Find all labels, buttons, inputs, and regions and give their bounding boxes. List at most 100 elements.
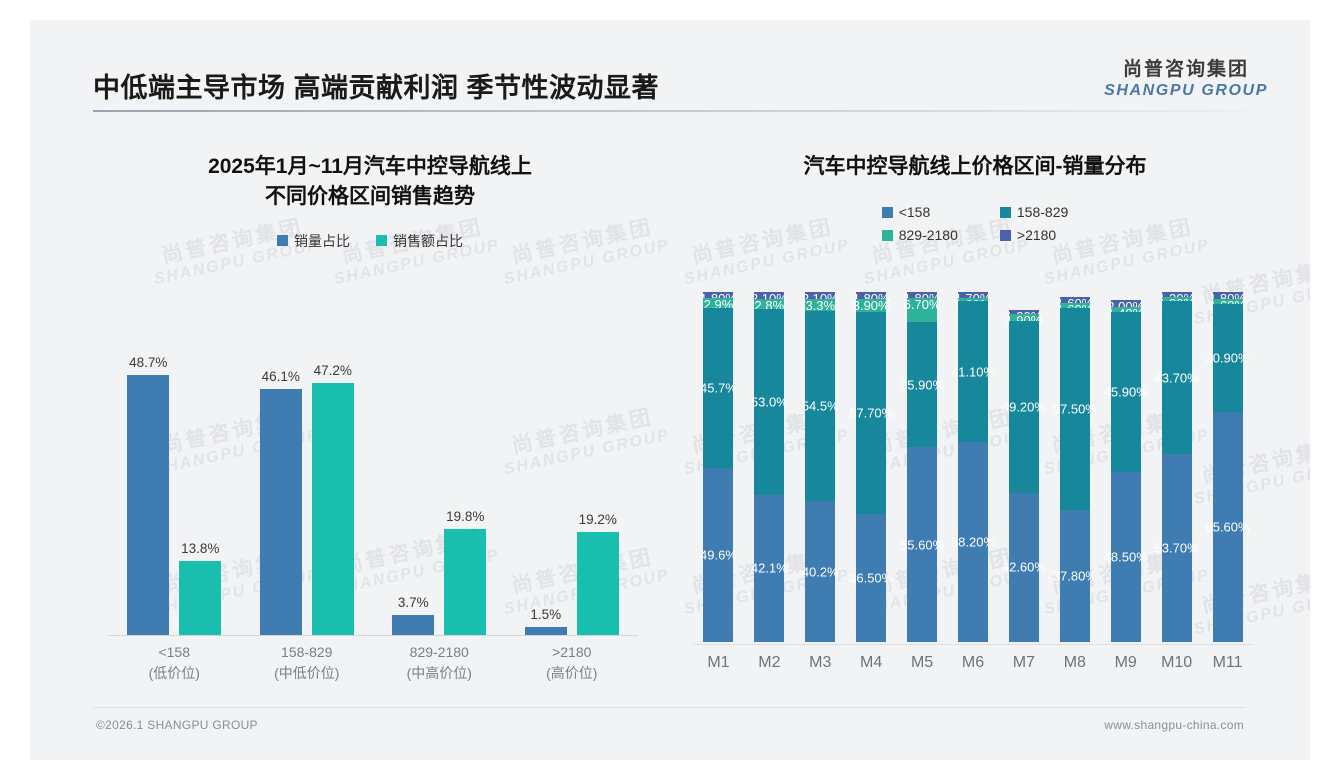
month-label-M9: M9 — [1114, 654, 1137, 671]
category-name: 158-829 — [281, 644, 333, 660]
stack-segment-829-2180: 6.70% — [904, 297, 941, 322]
bar-rect — [576, 532, 619, 635]
bar->2180-销量占比[interactable]: 1.5% — [524, 607, 567, 635]
legend-item-1[interactable]: 销售额占比 — [376, 231, 463, 251]
stacked-bar-M3[interactable]: 2.10%3.3%54.5%40.2% — [802, 292, 839, 642]
stack-segment-label: 3.90% — [852, 297, 890, 313]
bar-group-2: 3.7% 19.8% — [380, 341, 498, 635]
legend-label: 158-829 — [1016, 204, 1069, 221]
legend-swatch-icon — [881, 206, 893, 218]
month-label-M11: M11 — [1212, 654, 1243, 671]
logo-chinese-text: 尚普咨询集团 — [1123, 59, 1250, 80]
stacked-bar-M4[interactable]: 1.80%3.90%57.70%36.50% — [849, 292, 893, 642]
legend-item-1[interactable]: 158-829 — [999, 204, 1069, 221]
left-chart-panel: 2025年1月~11月汽车中控导航线上 不同价格区间销售趋势 销量占比 销售额占比… — [70, 120, 670, 700]
stacked-bar-M1[interactable]: 1.80%2.9%45.7%49.6% — [700, 292, 737, 642]
stack-segment-label: 57.50% — [1052, 401, 1097, 417]
month-label-M2: M2 — [758, 654, 781, 671]
category-name: 829-2180 — [409, 644, 469, 660]
bar-group-3: 1.5% 19.2% — [513, 341, 631, 635]
stack-segment-158-829: 30.90% — [1205, 304, 1250, 413]
slide-header: 中低端主导市场 高端贡献利润 季节性波动显著 尚普咨询集团 SHANGPU GR… — [30, 20, 1310, 112]
left-chart-title-line1: 2025年1月~11月汽车中控导航线上 — [208, 155, 532, 178]
footer-copyright: ©2026.1 SHANGPU GROUP — [96, 718, 258, 732]
legend-swatch-icon — [881, 229, 893, 241]
legend-swatch-icon — [376, 235, 387, 247]
stack-segment-<158: 49.6% — [700, 468, 737, 642]
stack-segment-label: 53.70% — [1154, 540, 1199, 556]
left-chart-legend: 销量占比 销售额占比 — [70, 231, 670, 251]
stacked-bar-M2[interactable]: 2.10%2.8%53.0%42.1% — [751, 292, 788, 642]
legend-item-2[interactable]: 829-2180 — [881, 227, 958, 244]
stack-segment-label: 36.50% — [849, 570, 894, 586]
stack-segment-label: 40.2% — [801, 564, 839, 580]
right-chart-axis-line — [693, 644, 1253, 645]
stack-segment-label: 6.70% — [903, 297, 941, 313]
legend-label: 销量占比 — [294, 232, 350, 249]
bar-rect — [127, 374, 170, 635]
stacked-bar-M7[interactable]: 1.30%1.90%49.20%42.60% — [1002, 292, 1046, 642]
legend-label: 829-2180 — [898, 227, 958, 244]
stack-segment-label: 45.90% — [1103, 384, 1148, 400]
legend-item-0[interactable]: <158 — [881, 204, 958, 220]
bar-158-829-销售额占比[interactable]: 47.2% — [311, 363, 354, 635]
legend-swatch-icon — [999, 206, 1011, 218]
bar->2180-销售额占比[interactable]: 19.2% — [576, 512, 619, 635]
category-label-2: 829-2180 (中高价位) — [373, 642, 506, 684]
legend-item-3[interactable]: >2180 — [999, 227, 1068, 243]
left-chart-plot: 48.7% 13.8% 46.1% 47.2% 3.7% 19.8% 1.5% 19.2% — [108, 342, 638, 636]
stack-segment-158-829: 45.90% — [1104, 311, 1148, 473]
stack-segment-label: 30.90% — [1205, 350, 1250, 366]
stack-segment-<158: 58.20% — [951, 442, 995, 642]
right-chart-legend: <158 158-829 829-2180 >2180 — [675, 204, 1275, 243]
stacked-bar-M11[interactable]: 1.80%1.60%30.90%65.60% — [1205, 292, 1250, 642]
left-chart-title-line2: 不同价格区间销售趋势 — [265, 185, 475, 209]
stacked-bar-M8[interactable]: 1.60%1.60%57.50%37.80% — [1053, 292, 1097, 642]
category-name: <158 — [158, 644, 191, 660]
footer-divider — [93, 707, 1245, 708]
bar-rect — [311, 382, 354, 635]
stacked-bar-M9[interactable]: 2.00%1.40%45.90%48.50% — [1104, 292, 1148, 642]
month-label-M6: M6 — [961, 654, 985, 671]
stack-segment-158-829: 43.70% — [1155, 301, 1199, 455]
bar-<158-销量占比[interactable]: 48.7% — [127, 355, 170, 635]
bar-<158-销售额占比[interactable]: 13.8% — [179, 541, 222, 635]
month-label-M1: M1 — [707, 654, 730, 671]
category-label-3: >2180 (高价位) — [506, 642, 639, 684]
stack-segment-829-2180: 2.9% — [703, 297, 734, 312]
category-label-1: 158-829 (中低价位) — [241, 642, 374, 684]
bar-value-label: 19.8% — [446, 509, 485, 525]
stack-segment-label: 55.60% — [900, 537, 945, 553]
header-divider — [93, 110, 1245, 112]
legend-item-0[interactable]: 销量占比 — [277, 231, 350, 251]
stack-segment-label: 35.90% — [900, 377, 945, 393]
bar-rect — [444, 529, 487, 635]
legend-swatch-icon — [277, 235, 288, 247]
bar-829-2180-销售额占比[interactable]: 19.8% — [444, 509, 487, 635]
stack-segment-label: 58.20% — [950, 534, 996, 550]
bar-158-829-销量占比[interactable]: 46.1% — [259, 369, 302, 635]
bar-829-2180-销量占比[interactable]: 3.7% — [392, 595, 435, 635]
stack-segment-label: 41.10% — [950, 364, 996, 380]
month-label-M3: M3 — [809, 654, 832, 671]
left-chart-title: 2025年1月~11月汽车中控导航线上 不同价格区间销售趋势 — [70, 152, 670, 213]
stack-segment-829-2180: 3.90% — [853, 298, 890, 313]
category-sublabel: (中低价位) — [274, 665, 340, 681]
page-title: 中低端主导市场 高端贡献利润 季节性波动显著 — [93, 73, 660, 103]
company-logo: 尚普咨询集团 SHANGPU GROUP — [1104, 60, 1268, 99]
stack-segment-829-2180: 2.8% — [754, 298, 785, 313]
footer-website: www.shangpu-china.com — [1104, 718, 1244, 732]
stack-segment-label: 37.80% — [1052, 568, 1097, 584]
stack-segment-158-829: 41.10% — [951, 301, 995, 443]
stack-segment-<158: 42.60% — [1002, 492, 1046, 642]
stack-segment-label: 54.5% — [801, 398, 839, 414]
stacked-bar-M10[interactable]: 1.30%1.30%43.70%53.70% — [1155, 292, 1199, 642]
stack-segment-<158: 40.2% — [802, 501, 839, 642]
logo-english-text: SHANGPU GROUP — [1104, 82, 1268, 99]
stacked-bar-M5[interactable]: 1.80%6.70%35.90%55.60% — [900, 292, 944, 642]
right-chart-panel: 汽车中控导航线上价格区间-销量分布 <158 158-829 829-2180 >21… — [675, 120, 1275, 700]
bar-value-label: 48.7% — [129, 354, 168, 370]
stack-segment-<158: 53.70% — [1155, 454, 1199, 642]
month-label-M10: M10 — [1161, 654, 1193, 671]
stacked-bar-M6[interactable]: 1.70%1.00%41.10%58.20% — [951, 292, 995, 642]
